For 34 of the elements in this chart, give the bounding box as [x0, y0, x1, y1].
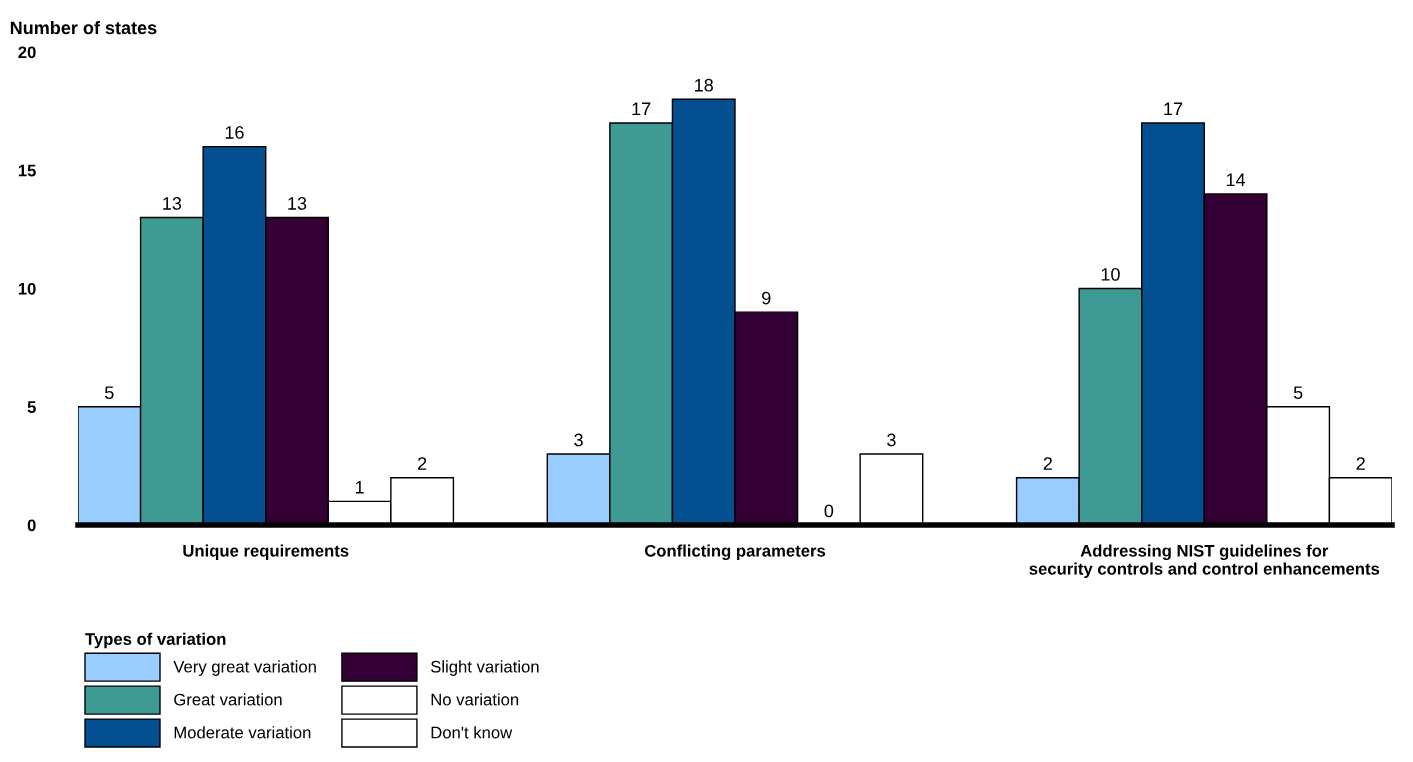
- data-label: 10: [1101, 267, 1120, 281]
- data-label: 14: [1226, 173, 1246, 186]
- x-tick-label: Addressing NIST guidelines for security controls and control enhancements: [1029, 544, 1380, 579]
- y-tick-label: 5: [27, 401, 36, 413]
- x-tick-label: Unique requirements: [183, 544, 349, 560]
- data-label: 5: [1293, 386, 1303, 400]
- legend-label: Slight variation: [431, 660, 539, 676]
- data-label: 2: [1356, 457, 1365, 470]
- x-tick-label: Conflicting parameters: [644, 544, 826, 561]
- data-label: 3: [887, 433, 896, 447]
- y-tick-label: 20: [18, 46, 36, 59]
- data-label: 9: [762, 291, 771, 305]
- legend-label: Don't know: [431, 726, 513, 739]
- data-label: 16: [225, 126, 244, 139]
- legend-label: Very great variation: [173, 660, 316, 676]
- data-label: 17: [632, 102, 651, 116]
- data-label: 2: [1043, 457, 1052, 470]
- legend-title: Types of variation: [85, 632, 226, 649]
- legend-label: Moderate variation: [174, 726, 311, 739]
- data-label: 17: [1164, 102, 1183, 116]
- data-label: 2: [418, 457, 427, 470]
- legend-label: Great variation: [174, 693, 282, 706]
- data-label: 0: [824, 504, 834, 518]
- y-tick-label: 0: [27, 519, 36, 532]
- data-label: 5: [104, 386, 114, 400]
- data-label: 13: [163, 197, 182, 210]
- legend-label: No variation: [431, 693, 519, 706]
- y-axis-title: Number of states: [10, 20, 157, 35]
- data-label: 3: [574, 433, 583, 447]
- data-label: 18: [695, 78, 713, 92]
- y-tick-label: 10: [18, 282, 36, 295]
- y-tick-label: 15: [18, 164, 36, 177]
- data-label: 1: [355, 481, 364, 494]
- data-label: 13: [288, 197, 307, 210]
